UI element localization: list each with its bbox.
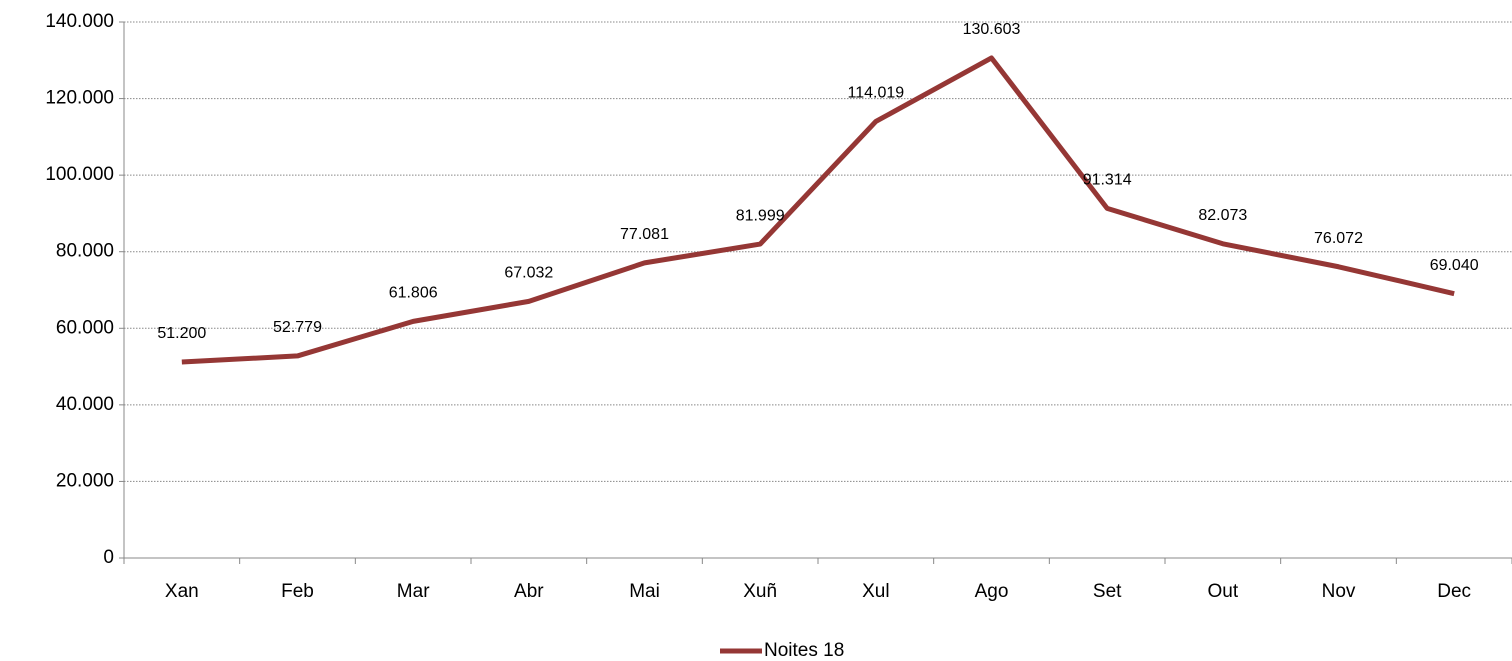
data-label: 130.603 [963,21,1021,38]
y-tick-label: 20.000 [56,470,114,491]
x-tick-label: Mar [397,581,430,602]
y-tick-label: 0 [103,547,114,568]
x-tick-label: Abr [514,581,544,602]
y-tick-label: 120.000 [45,88,114,109]
y-tick-label: 100.000 [45,164,114,185]
data-label: 91.314 [1083,172,1132,189]
x-tick-label: Set [1093,581,1122,602]
x-tick-label: Feb [281,581,314,602]
data-label: 51.200 [157,325,206,342]
x-tick-label: Ago [975,581,1009,602]
x-tick-label: Xuñ [743,581,777,602]
data-label: 77.081 [620,226,669,243]
data-label: 52.779 [273,319,322,336]
data-label: 67.032 [504,265,553,282]
y-tick-label: 140.000 [45,11,114,32]
x-tick-label: Mai [629,581,660,602]
data-label: 69.040 [1430,257,1479,274]
y-tick-label: 80.000 [56,241,114,262]
data-label: 114.019 [848,85,905,102]
x-tick-label: Xul [862,581,889,602]
legend-label: Noites 18 [764,640,844,661]
data-label: 76.072 [1314,230,1363,247]
data-label: 61.806 [389,285,438,302]
x-tick-label: Xan [165,581,199,602]
x-tick-label: Out [1208,581,1239,602]
series-line [181,55,1455,365]
y-tick-label: 40.000 [56,394,114,415]
data-label: 82.073 [1198,207,1247,224]
x-tick-label: Dec [1437,581,1471,602]
y-tick-label: 60.000 [56,317,114,338]
data-label: 81.999 [736,207,785,224]
x-tick-label: Nov [1322,581,1356,602]
